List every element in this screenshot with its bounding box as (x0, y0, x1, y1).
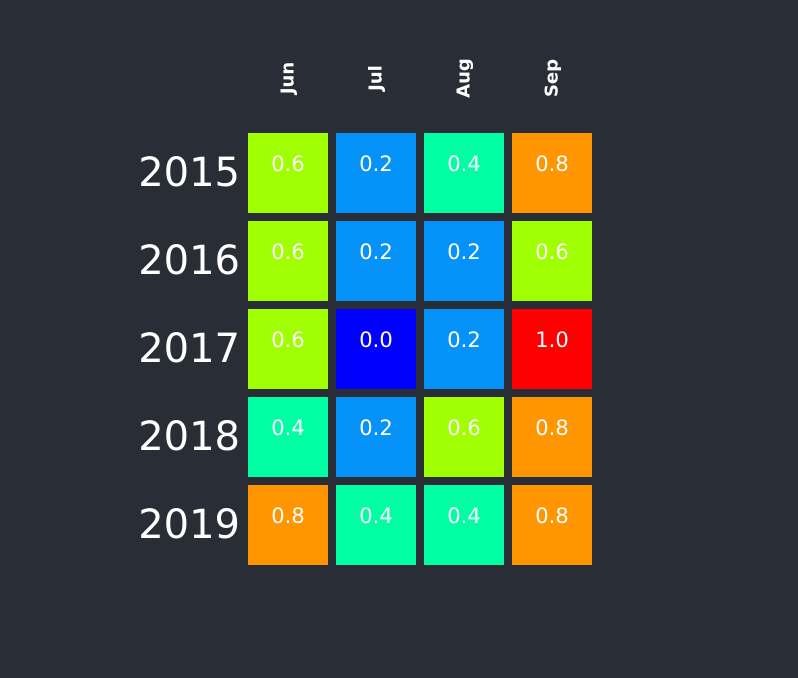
row-labels: 2015 2016 2017 2018 2019 (138, 150, 240, 548)
column-label-aug: Aug (454, 58, 475, 98)
column-labels: Jun Jul Aug Sep (278, 58, 563, 98)
heatmap-cell-2017-jun (248, 309, 328, 389)
heatmap-cell-2016-sep (512, 221, 592, 301)
heatmap-cell-2015-aug (424, 133, 504, 213)
row-label-2015: 2015 (138, 150, 240, 196)
row-label-2017: 2017 (138, 326, 240, 372)
heatmap-cell-2019-aug (424, 485, 504, 565)
cell-value-label: 0.2 (359, 240, 392, 264)
cell-value-label: 0.0 (359, 328, 392, 352)
heatmap-cell-2019-sep (512, 485, 592, 565)
heatmap-cell-2016-jul (336, 221, 416, 301)
heatmap-cell-2015-sep (512, 133, 592, 213)
cell-value-label: 0.6 (447, 416, 480, 440)
cell-value-label: 0.4 (447, 152, 480, 176)
heatmap-cell-2017-aug (424, 309, 504, 389)
cell-value-label: 0.2 (359, 416, 392, 440)
cell-value-label: 0.4 (359, 504, 392, 528)
cell-value-label: 0.6 (271, 240, 304, 264)
heatmap-cell-2016-jun (248, 221, 328, 301)
heatmap-cell-2017-jul (336, 309, 416, 389)
column-label-jul: Jul (366, 65, 387, 93)
cell-value-label: 0.4 (447, 504, 480, 528)
cell-value-label: 1.0 (535, 328, 568, 352)
row-label-2019: 2019 (138, 502, 240, 548)
row-label-2018: 2018 (138, 414, 240, 460)
heatmap-cell-2018-jul (336, 397, 416, 477)
heatmap-cell-2019-jun (248, 485, 328, 565)
cell-value-label: 0.4 (271, 416, 304, 440)
cell-value-label: 0.6 (535, 240, 568, 264)
heatmap-cell-2015-jul (336, 133, 416, 213)
column-label-sep: Sep (542, 59, 563, 97)
cell-value-label: 0.2 (359, 152, 392, 176)
column-label-jun: Jun (278, 62, 299, 96)
heatmap-cell-2016-aug (424, 221, 504, 301)
heatmap-cells: 0.6 0.2 0.4 0.8 0.6 0.2 0.2 0.6 0.6 0.0 0.2 1.0 0.4 0… (248, 133, 592, 565)
cell-value-label: 0.8 (535, 416, 568, 440)
cell-value-label: 0.6 (271, 328, 304, 352)
row-label-2016: 2016 (138, 238, 240, 284)
heatmap-cell-2018-jun (248, 397, 328, 477)
heatmap-cell-2015-jun (248, 133, 328, 213)
cell-value-label: 0.2 (447, 240, 480, 264)
heatmap-cell-2019-jul (336, 485, 416, 565)
cell-value-label: 0.8 (535, 152, 568, 176)
heatmap-cell-2017-sep (512, 309, 592, 389)
cell-value-label: 0.8 (535, 504, 568, 528)
cell-value-label: 0.6 (271, 152, 304, 176)
heatmap-cell-2018-aug (424, 397, 504, 477)
cell-value-label: 0.2 (447, 328, 480, 352)
heatmap-cell-2018-sep (512, 397, 592, 477)
cell-value-label: 0.8 (271, 504, 304, 528)
